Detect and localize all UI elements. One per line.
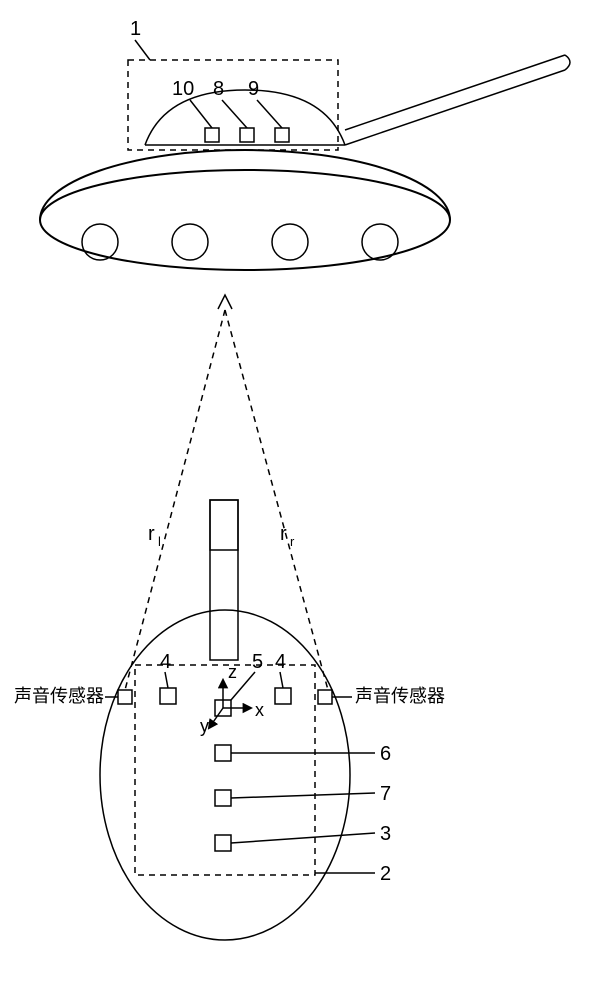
text-elem: y (200, 716, 209, 736)
label-sound-right: 声音传感器 (355, 686, 445, 706)
callout-3-d: 3 (380, 823, 391, 845)
line-elem (345, 55, 565, 130)
line-elem (135, 40, 150, 60)
text-elem: r (280, 523, 287, 545)
ray-right (225, 310, 328, 690)
text-elem: x (255, 700, 264, 720)
path-elem (218, 295, 232, 309)
text-elem: l (158, 534, 161, 549)
text-elem: z (228, 662, 237, 682)
callout-2-d: 2 (380, 863, 391, 885)
callout-1: 1 (130, 18, 141, 40)
label-sound-left: 声音传感器 (14, 686, 104, 706)
line-elem (345, 70, 565, 145)
tank-hull (40, 170, 450, 270)
callout-5-d: 5 (252, 651, 263, 673)
callout-7-d: 7 (380, 783, 391, 805)
line-elem (231, 793, 375, 798)
label-rr: rr (280, 523, 295, 549)
callout-4-d: 4 (275, 651, 286, 673)
tank-wheel-3 (362, 224, 398, 260)
rect-elem (210, 500, 238, 550)
turret-sensor-1 (240, 128, 254, 142)
line-elem (231, 833, 375, 843)
callout-9: 9 (248, 78, 259, 100)
path-elem (565, 55, 570, 70)
box-b7 (215, 790, 231, 806)
turret-sensor-2 (275, 128, 289, 142)
box-b4l (160, 688, 176, 704)
box-b3 (215, 835, 231, 851)
tank-wheel-2 (272, 224, 308, 260)
callout-4-d: 4 (160, 651, 171, 673)
rect-elem (210, 500, 238, 660)
text-elem: r (290, 534, 295, 549)
turret-sensor-0 (205, 128, 219, 142)
tank-wheel-1 (172, 224, 208, 260)
line-elem (165, 672, 168, 688)
sound-sensor-right (318, 690, 332, 704)
box-b6 (215, 745, 231, 761)
box-b4r (275, 688, 291, 704)
line-elem (190, 100, 212, 128)
label-rl: rl (148, 523, 161, 549)
sound-sensor-left (118, 690, 132, 704)
line-elem (222, 100, 247, 128)
tank-dashed-region (128, 60, 338, 150)
line-elem (257, 100, 282, 128)
callout-6-d: 6 (380, 743, 391, 765)
callout-8: 8 (213, 78, 224, 100)
text-elem: r (148, 523, 155, 545)
line-elem (280, 672, 283, 688)
callout-10: 10 (172, 78, 194, 100)
